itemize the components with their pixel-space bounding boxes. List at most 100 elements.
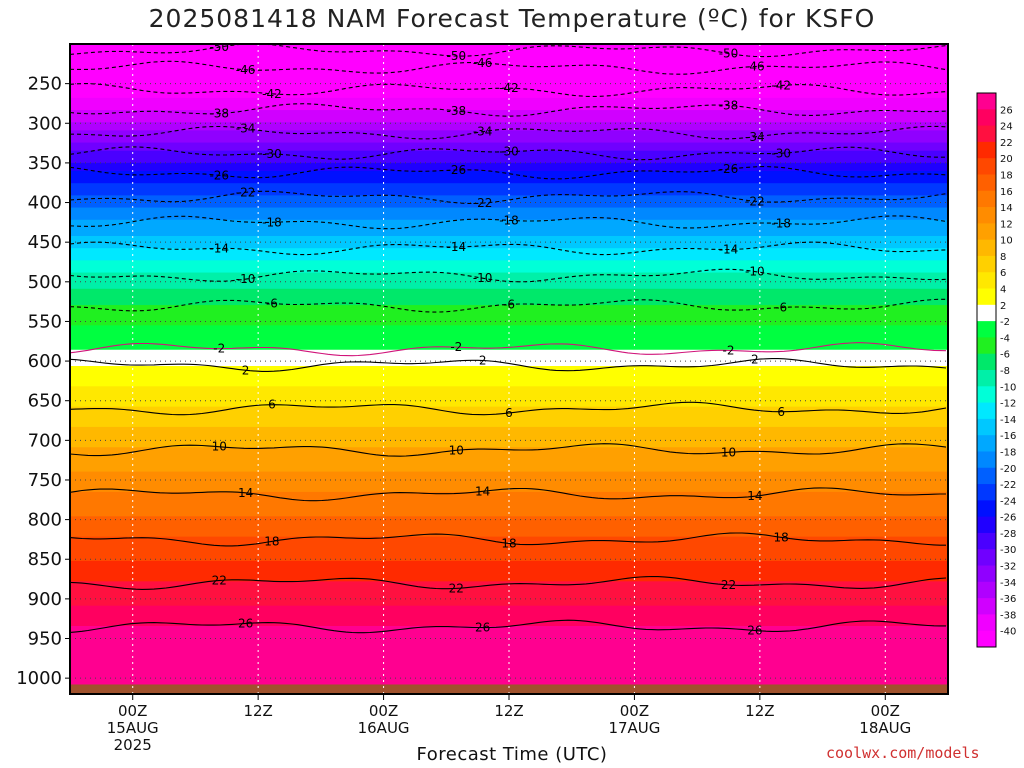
credit-text: coolwx.com/models	[826, 744, 980, 762]
y-tick-label: 550	[28, 311, 62, 332]
x-tick-label: 00Z	[369, 702, 398, 720]
isotherm-label: -42	[771, 79, 791, 93]
x-tick-label: 12Z	[494, 702, 523, 720]
colorbar-label: -36	[1000, 594, 1016, 605]
colorbar-segment	[977, 402, 996, 420]
isotherm-label: 26	[238, 616, 253, 630]
colorbar-segment	[977, 288, 996, 306]
isotherm-label: -46	[745, 59, 765, 73]
x-tick-label: 17AUG	[608, 719, 660, 737]
isotherm-label: -6	[775, 300, 787, 314]
isotherm-label: 22	[449, 581, 464, 595]
isotherm-label: -38	[719, 98, 739, 112]
isotherm-line	[70, 401, 947, 416]
isotherm-label: 26	[747, 623, 762, 637]
colorbar-segment	[977, 386, 996, 404]
isotherm-label: 18	[501, 536, 516, 550]
y-tick-label: 350	[28, 153, 62, 174]
colorbar-label: 16	[1000, 187, 1013, 198]
colorbar-label: -24	[1000, 496, 1016, 507]
colorbar-label: 18	[1000, 170, 1013, 181]
isotherm-label: 14	[747, 489, 762, 503]
colorbar-segment	[977, 435, 996, 452]
colorbar-label: -30	[1000, 545, 1016, 556]
colorbar-label: -32	[1000, 562, 1016, 573]
colorbar-label: -14	[1000, 415, 1016, 426]
isotherm-label: -50	[447, 49, 467, 63]
isotherm-label: 14	[238, 486, 253, 500]
colorbar-segment	[977, 190, 996, 208]
colorbar-label: 6	[1000, 268, 1006, 279]
colorbar-segment	[977, 484, 996, 501]
isotherm-label: -34	[745, 130, 765, 144]
x-tick-label: 00Z	[118, 702, 147, 720]
colorbar-label: -16	[1000, 431, 1016, 442]
colorbar-label: -34	[1000, 578, 1016, 589]
colorbar-segment	[977, 532, 996, 550]
y-tick-label: 650	[28, 391, 62, 412]
isotherm-label: 6	[505, 406, 513, 420]
isotherm-label: 2	[751, 353, 759, 367]
isotherm-label: -38	[447, 104, 467, 118]
x-tick-label: 16AUG	[358, 719, 410, 737]
y-tick-label: 300	[28, 113, 62, 134]
colorbar-label: 26	[1000, 105, 1013, 116]
colorbar-label: 12	[1000, 219, 1013, 230]
x-tick-label: 12Z	[745, 702, 774, 720]
isotherm-label: -26	[447, 163, 467, 177]
isotherm-label: -30	[771, 146, 791, 160]
colorbar-segment	[977, 174, 996, 192]
colorbar-label: -4	[1000, 333, 1010, 344]
y-tick-label: 950	[28, 629, 62, 650]
isotherm-label: -22	[745, 194, 765, 208]
colorbar-label: -8	[1000, 366, 1010, 377]
colorbar-label: -6	[1000, 350, 1010, 361]
isotherm-label: 18	[264, 534, 279, 548]
colorbar-label: 10	[1000, 236, 1013, 247]
isotherm-label: -46	[236, 63, 256, 77]
y-tick-label: 850	[28, 549, 62, 570]
colorbar-label: -20	[1000, 464, 1016, 475]
colorbar-segment	[977, 581, 996, 599]
colorbar-label: -18	[1000, 447, 1016, 458]
isotherm-label: -2	[213, 342, 225, 356]
isotherm-label: -10	[473, 271, 493, 285]
x-tick-label: 12Z	[243, 702, 272, 720]
y-tick-label: 750	[28, 470, 62, 491]
isotherm-label: -6	[503, 297, 515, 311]
isotherm-label: -38	[209, 107, 229, 121]
isotherm-label: -14	[447, 240, 467, 254]
colorbar-segment	[977, 614, 996, 632]
x-tick-label: 00Z	[871, 702, 900, 720]
colorbar-segment	[977, 223, 996, 241]
isotherm-label: 22	[212, 573, 227, 587]
colorbar-label: -2	[1000, 317, 1010, 328]
isotherm-label: 14	[475, 484, 490, 498]
isotherm-label: -14	[719, 243, 739, 257]
isotherm-label: 6	[268, 398, 276, 412]
isotherm-label: -42	[499, 81, 519, 95]
y-tick-label: 800	[28, 510, 62, 531]
colorbar-label: 14	[1000, 203, 1013, 214]
isotherm-line	[70, 342, 947, 357]
isotherm-label: -46	[473, 56, 493, 70]
colorbar-segment	[977, 141, 996, 159]
colorbar-label: 20	[1000, 154, 1013, 165]
colorbar-segment	[977, 272, 996, 290]
isotherm-label: 10	[212, 440, 227, 454]
colorbar-label: 24	[1000, 122, 1013, 133]
colorbar-label: 2	[1000, 301, 1006, 312]
colorbar-segment	[977, 630, 996, 648]
isotherm-line	[70, 532, 946, 547]
colorbar-label: -26	[1000, 513, 1016, 524]
colorbar-label: 22	[1000, 138, 1013, 149]
colorbar-segment	[977, 467, 996, 485]
isotherm-line	[70, 358, 947, 372]
y-tick-label: 400	[28, 193, 62, 214]
colorbar-label: -28	[1000, 529, 1016, 540]
ground-strip	[70, 684, 948, 694]
colorbar-segment	[977, 125, 996, 143]
y-tick-label: 700	[28, 430, 62, 451]
x-tick-label: 18AUG	[859, 719, 911, 737]
y-tick-label: 500	[28, 272, 62, 293]
